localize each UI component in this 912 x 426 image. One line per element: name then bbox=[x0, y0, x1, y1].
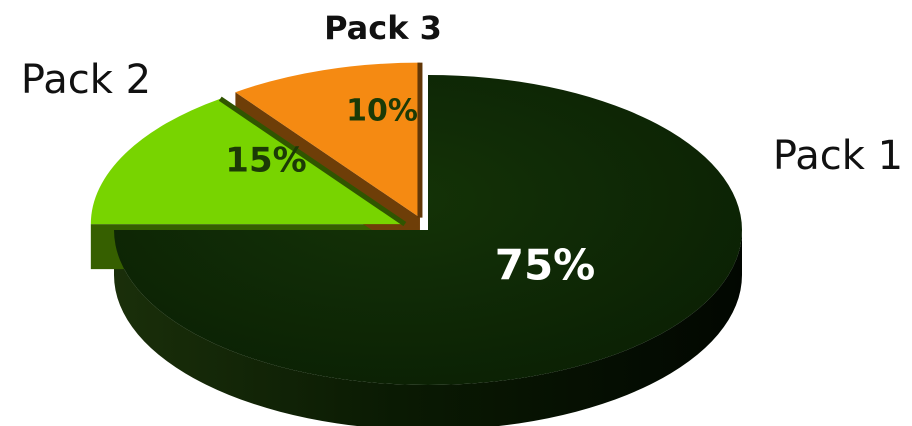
pie-slice-pack-1 bbox=[114, 75, 742, 385]
category-label-pack-2: Pack 2 bbox=[21, 57, 151, 103]
pie-side-pack-1 bbox=[114, 230, 742, 426]
pie-edge-pack-2 bbox=[218, 96, 407, 227]
pie-label-layer: 75% 15% 10% Pack 1 Pack 2 Pack 3 bbox=[21, 9, 903, 290]
data-label-pack-1: 75% bbox=[495, 241, 596, 290]
pie-slice-pack-2 bbox=[90, 98, 405, 225]
pie-slice-pack-3 bbox=[235, 62, 420, 218]
category-label-pack-1: Pack 1 bbox=[773, 133, 903, 179]
pie-top-layer bbox=[90, 62, 742, 385]
data-label-pack-3: 10% bbox=[346, 94, 418, 129]
category-label-pack-3: Pack 3 bbox=[324, 9, 442, 47]
data-label-pack-2: 15% bbox=[225, 141, 306, 181]
